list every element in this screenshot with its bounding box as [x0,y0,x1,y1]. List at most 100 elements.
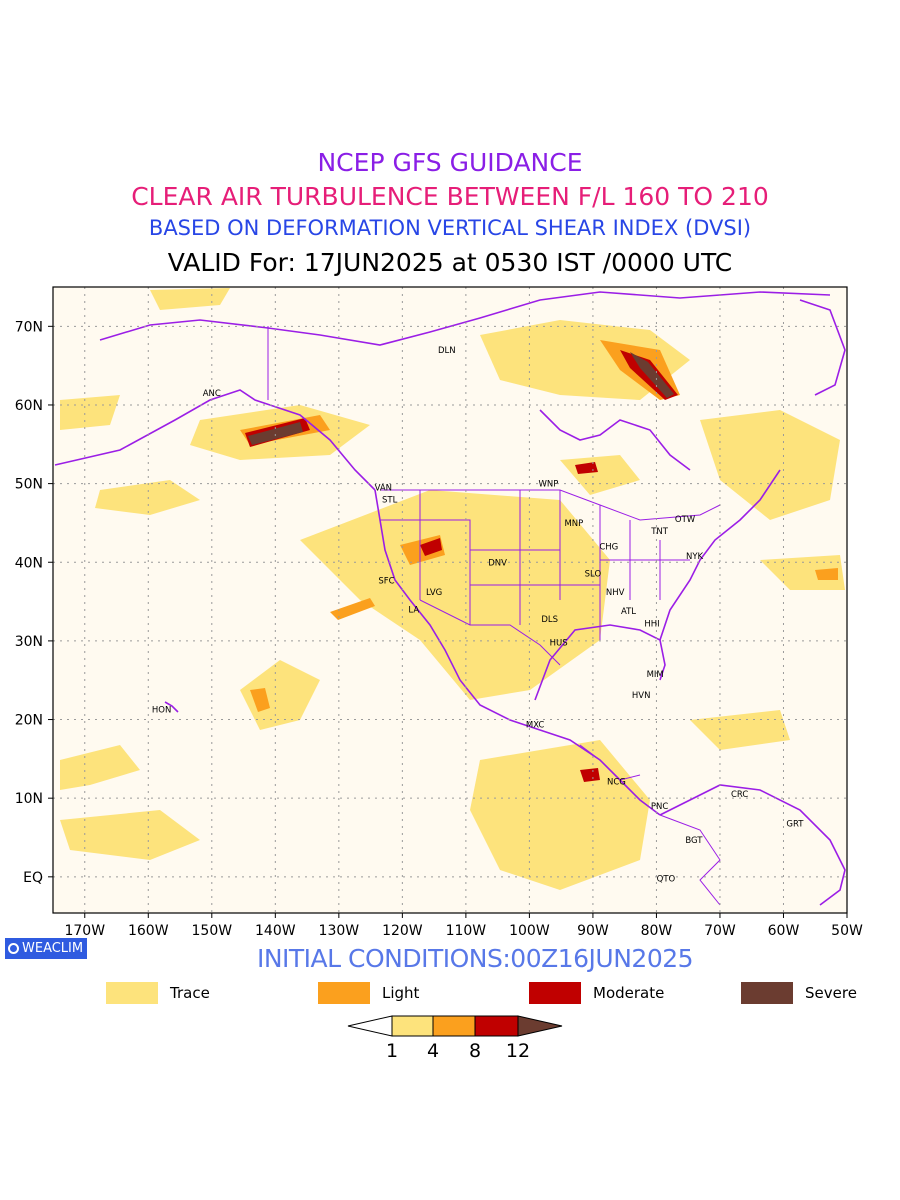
coastline-alaska [54,389,376,491]
lat-label: 70N [15,319,43,335]
coastline-hawaii [164,701,179,713]
station-label: ATL [621,607,636,617]
coastline-south-america [659,784,846,906]
colorbar-trace [391,1015,434,1037]
lon-label: 140W [255,923,296,939]
lon-label: 170W [64,923,105,939]
station-label: CRC [731,790,748,800]
coastline-hudson [539,409,691,471]
lon-label: 80W [641,923,673,939]
border-us-mexico [419,599,561,666]
lat-label: 20N [15,713,43,729]
station-label: SFC [378,576,394,586]
colorbar-light [432,1015,476,1037]
lon-label: 70W [704,923,736,939]
lon-label: 160W [128,923,169,939]
coastlines [54,291,846,906]
station-label: LVG [426,588,442,598]
legend-swatch [529,982,581,1004]
lon-label: 60W [768,923,800,939]
station-label: MXC [526,720,545,730]
station-label: STL [382,495,398,505]
legend-item-severe: Severe [741,982,857,1004]
colorbar-tick: 12 [506,1040,530,1062]
trace-area [95,480,200,515]
station-label: HUS [550,638,568,648]
legend-item-trace: Trace [106,982,210,1004]
severe-area [248,422,303,445]
moderate-area [420,538,442,556]
turbulence-fields [60,288,845,890]
legend-label: Light [382,984,420,1002]
title-line-2: CLEAR AIR TURBULENCE BETWEEN F/L 160 TO … [131,182,769,211]
trace-area [760,555,845,590]
station-label: DLS [541,615,558,625]
station-label: GRT [786,819,804,829]
trace-area [300,490,610,700]
light-area [330,598,375,620]
station-label: TNT [650,527,669,537]
lat-label: 60N [15,398,43,414]
trace-area [150,288,230,310]
light-area [250,688,270,712]
trace-area [690,710,790,750]
station-label: VAN [375,484,392,494]
colorbar-over-arrow [517,1015,563,1037]
station-label: HON [152,705,171,715]
legend-label: Severe [805,984,857,1002]
severe-area [630,352,674,398]
title-line-1: NCEP GFS GUIDANCE [317,148,583,177]
legend-item-light: Light [318,982,419,1004]
station-label: LA [408,605,419,615]
legend-swatch [741,982,793,1004]
station-label: MIM [647,670,664,680]
legend-label: Trace [170,984,210,1002]
station-label: NYK [686,552,704,562]
state-lines [380,490,690,640]
station-label: BGT [685,836,703,846]
lat-label: 50N [15,477,43,493]
station-label: PNC [651,802,668,812]
station-label: NCG [607,778,626,788]
station-label: OTW [675,515,696,525]
trace-area [700,410,840,520]
trace-area [60,745,140,790]
coastline-gulf [534,624,666,701]
coastline-west [374,489,661,816]
lat-label: 10N [15,791,43,807]
colorbar-tick: 8 [469,1040,481,1062]
map-frame [52,286,848,914]
colorbar-under-arrow [347,1015,393,1037]
legend-item-moderate: Moderate [529,982,664,1004]
lon-label: 120W [382,923,423,939]
trace-area [60,810,200,860]
station-label: HHI [644,620,659,630]
station-label: NHV [606,588,625,598]
latitude-labels: 70N 60N 50N 40N 30N 20N 10N EQ [15,319,53,886]
moderate-area [580,768,600,782]
trace-area [60,395,120,430]
initial-conditions: INITIAL CONDITIONS:00Z16JUN2025 [256,944,694,973]
lon-label: 100W [509,923,550,939]
trace-area [240,660,320,730]
border-central-america [579,744,721,906]
coastline-east [659,469,781,641]
lon-label: 150W [192,923,233,939]
legend-swatch [106,982,158,1004]
moderate-area [575,462,598,474]
lon-label: 90W [577,923,609,939]
station-label: ANC [203,389,221,399]
colorbar-tick: 1 [386,1040,398,1062]
station-label: QTO [657,874,676,884]
station-label: SLO [585,569,602,579]
lat-label: EQ [23,870,43,886]
colorbar-tick: 4 [427,1040,439,1062]
legend-label: Moderate [593,984,665,1002]
station-label: WNP [539,480,559,490]
station-label: MNP [564,519,583,529]
longitude-labels: 170W 160W 150W 140W 130W 120W 110W 100W 90W 80W 70… [64,913,863,939]
lon-label: 130W [319,923,360,939]
coastline-greenland [799,299,846,396]
lat-label: 30N [15,634,43,650]
